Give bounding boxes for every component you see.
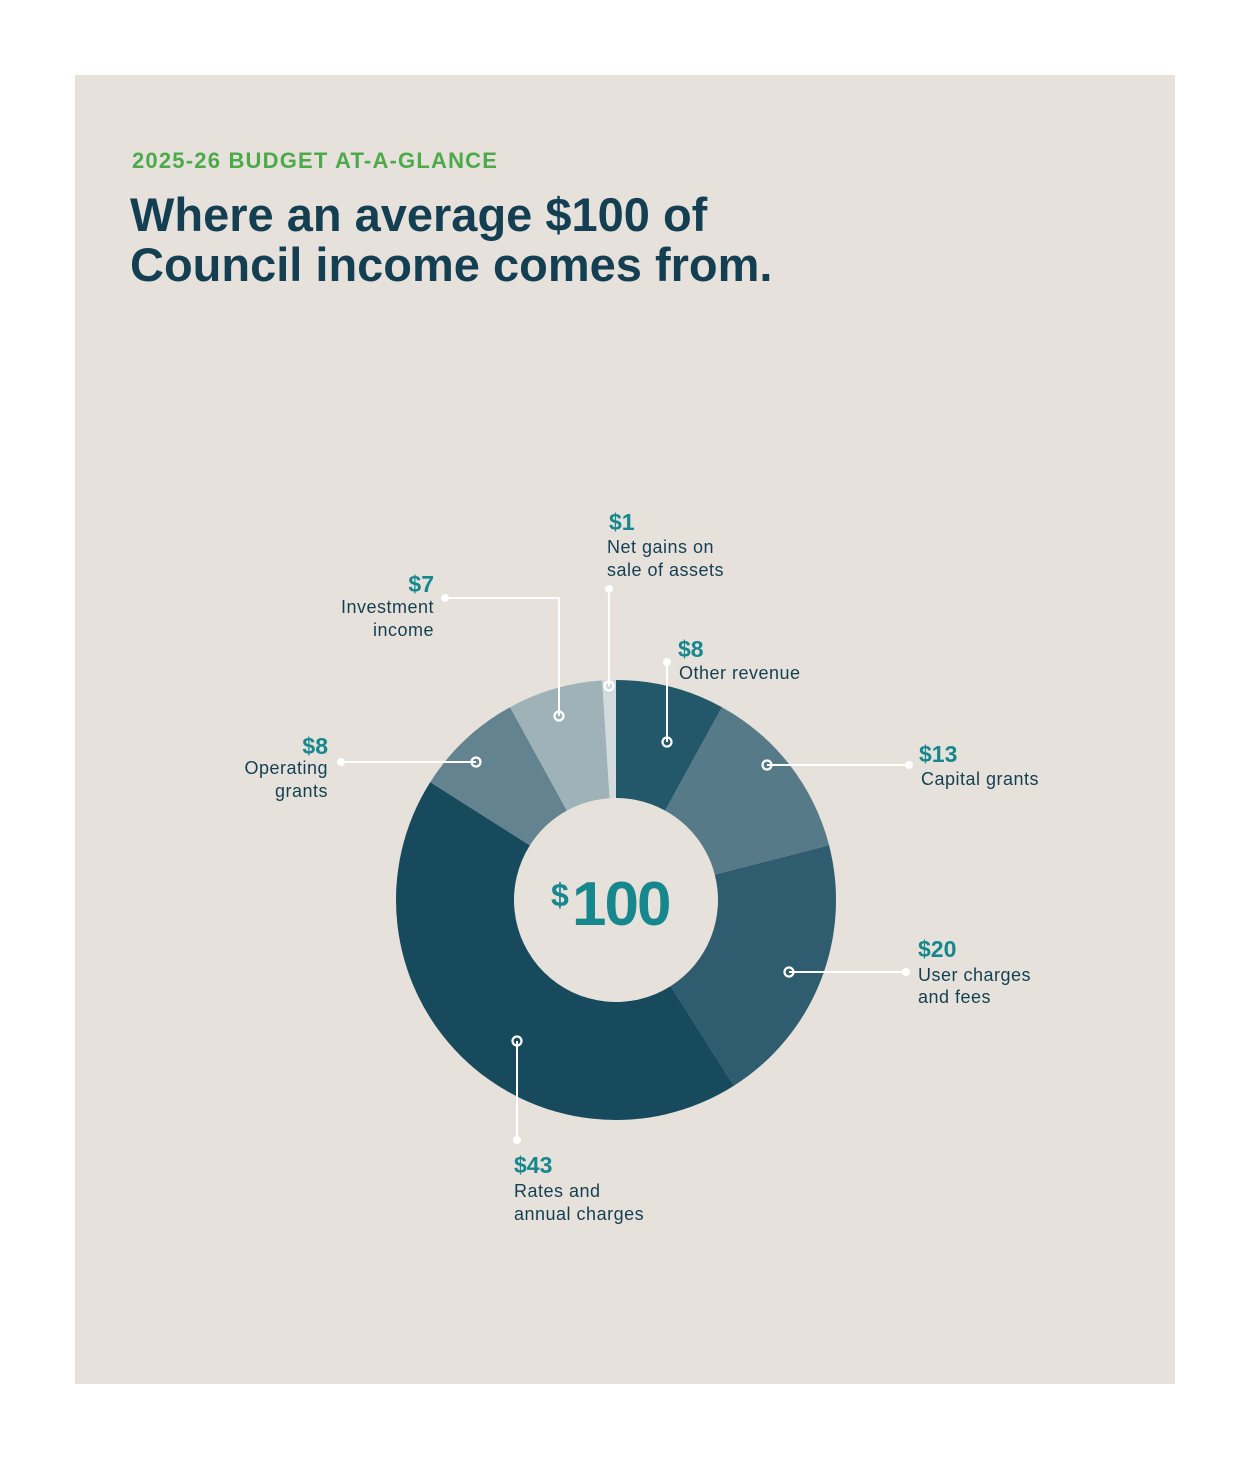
- label-text-rates-1: Rates and: [514, 1181, 601, 1201]
- label-text-operating-grants-2: grants: [275, 781, 328, 801]
- page-title-line-1: Where an average $100 of: [130, 188, 708, 241]
- label-text-capital-grants: Capital grants: [921, 769, 1039, 789]
- end-dot-investment-income: [441, 594, 449, 602]
- donut-slice-investment-income: [510, 680, 610, 811]
- marker-operating-grants: [470, 756, 482, 768]
- label-text-net-gains-1: Net gains on: [607, 537, 714, 557]
- marker-capital-grants: [761, 759, 773, 771]
- page-title: Where an average $100 of Council income …: [130, 190, 930, 290]
- label-value-other-revenue: $8: [678, 636, 704, 662]
- label-text-investment-income-2: income: [373, 620, 434, 640]
- end-dot-capital-grants: [905, 761, 913, 769]
- label-value-investment-income: $7: [408, 571, 434, 597]
- center-dollar-sign: $: [551, 877, 569, 913]
- leader-line-investment-income: [445, 597, 560, 716]
- donut-slice-capital-grants: [665, 707, 830, 875]
- label-value-capital-grants: $13: [919, 741, 957, 767]
- marker-investment-income: [553, 710, 565, 722]
- label-text-other-revenue: Other revenue: [679, 663, 801, 683]
- end-dot-user-charges: [902, 968, 910, 976]
- label-text-user-charges-2: and fees: [918, 987, 991, 1007]
- end-dot-other-revenue: [663, 658, 671, 666]
- label-value-net-gains: $1: [609, 509, 635, 535]
- end-dot-operating-grants: [337, 758, 345, 766]
- marker-net-gains: [603, 680, 615, 692]
- donut-slice-net-gains-on-sale-of-assets: [602, 680, 616, 799]
- end-dot-rates: [513, 1136, 521, 1144]
- leader-lines: [341, 589, 909, 1140]
- label-value-rates: $43: [514, 1152, 552, 1178]
- label-value-user-charges: $20: [918, 936, 956, 962]
- eyebrow-label: 2025-26 BUDGET AT-A-GLANCE: [132, 148, 499, 173]
- center-total: 100: [572, 870, 669, 939]
- marker-user-charges: [783, 966, 795, 978]
- donut-slices: [395, 680, 837, 1120]
- label-text-investment-income-1: Investment: [341, 597, 434, 617]
- label-text-user-charges-1: User charges: [918, 965, 1031, 985]
- marker-other-revenue: [661, 736, 673, 748]
- donut-slice-rates-and-annual-charges: [395, 782, 734, 1120]
- end-dot-net-gains: [605, 585, 613, 593]
- marker-rates: [511, 1035, 523, 1047]
- donut-slice-user-charges-and-fees: [670, 845, 837, 1086]
- leader-end-dots: [337, 585, 913, 1144]
- label-text-net-gains-2: sale of assets: [607, 560, 724, 580]
- label-text-operating-grants-1: Operating: [244, 758, 328, 778]
- slice-markers: [470, 680, 795, 1047]
- page-title-line-2: Council income comes from.: [130, 238, 773, 291]
- label-value-operating-grants: $8: [302, 733, 328, 759]
- donut-slice-operating-grants: [430, 707, 567, 846]
- label-text-rates-2: annual charges: [514, 1204, 644, 1224]
